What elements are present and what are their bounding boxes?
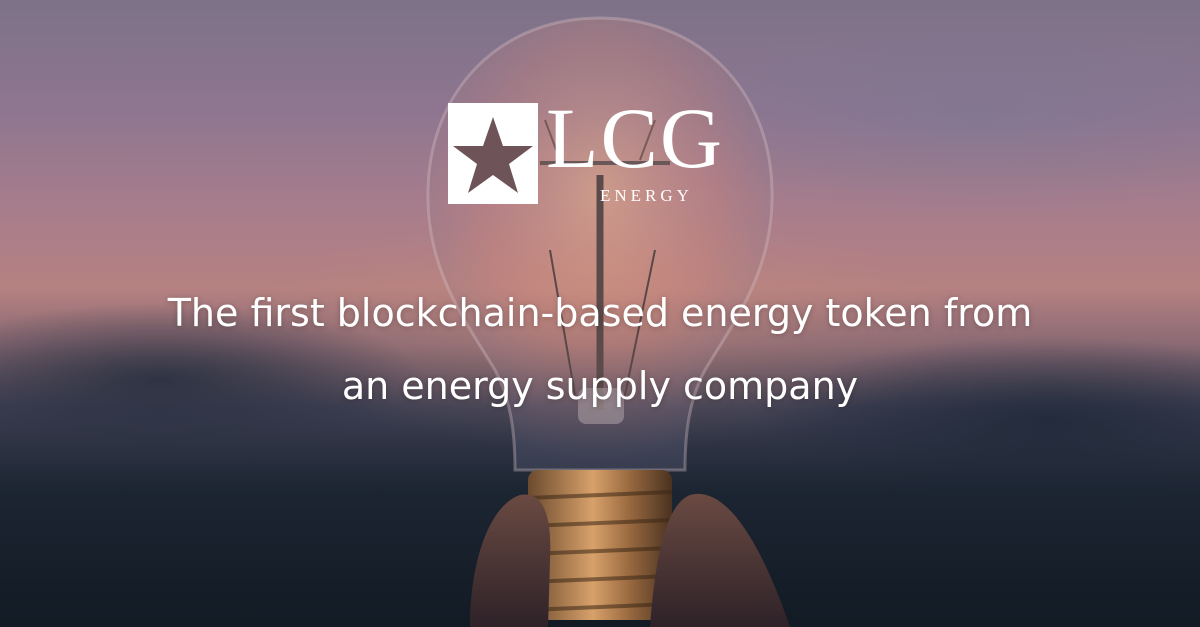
star-icon [453, 117, 533, 193]
hand [470, 494, 551, 627]
lcg-energy-logo: LCG ENERGY [448, 95, 778, 207]
headline: The first blockchain-based energy token … [167, 291, 1033, 408]
logo-mark [448, 103, 538, 204]
logo-subtitle: ENERGY [600, 186, 693, 205]
logo-wordmark: LCG [546, 90, 724, 186]
